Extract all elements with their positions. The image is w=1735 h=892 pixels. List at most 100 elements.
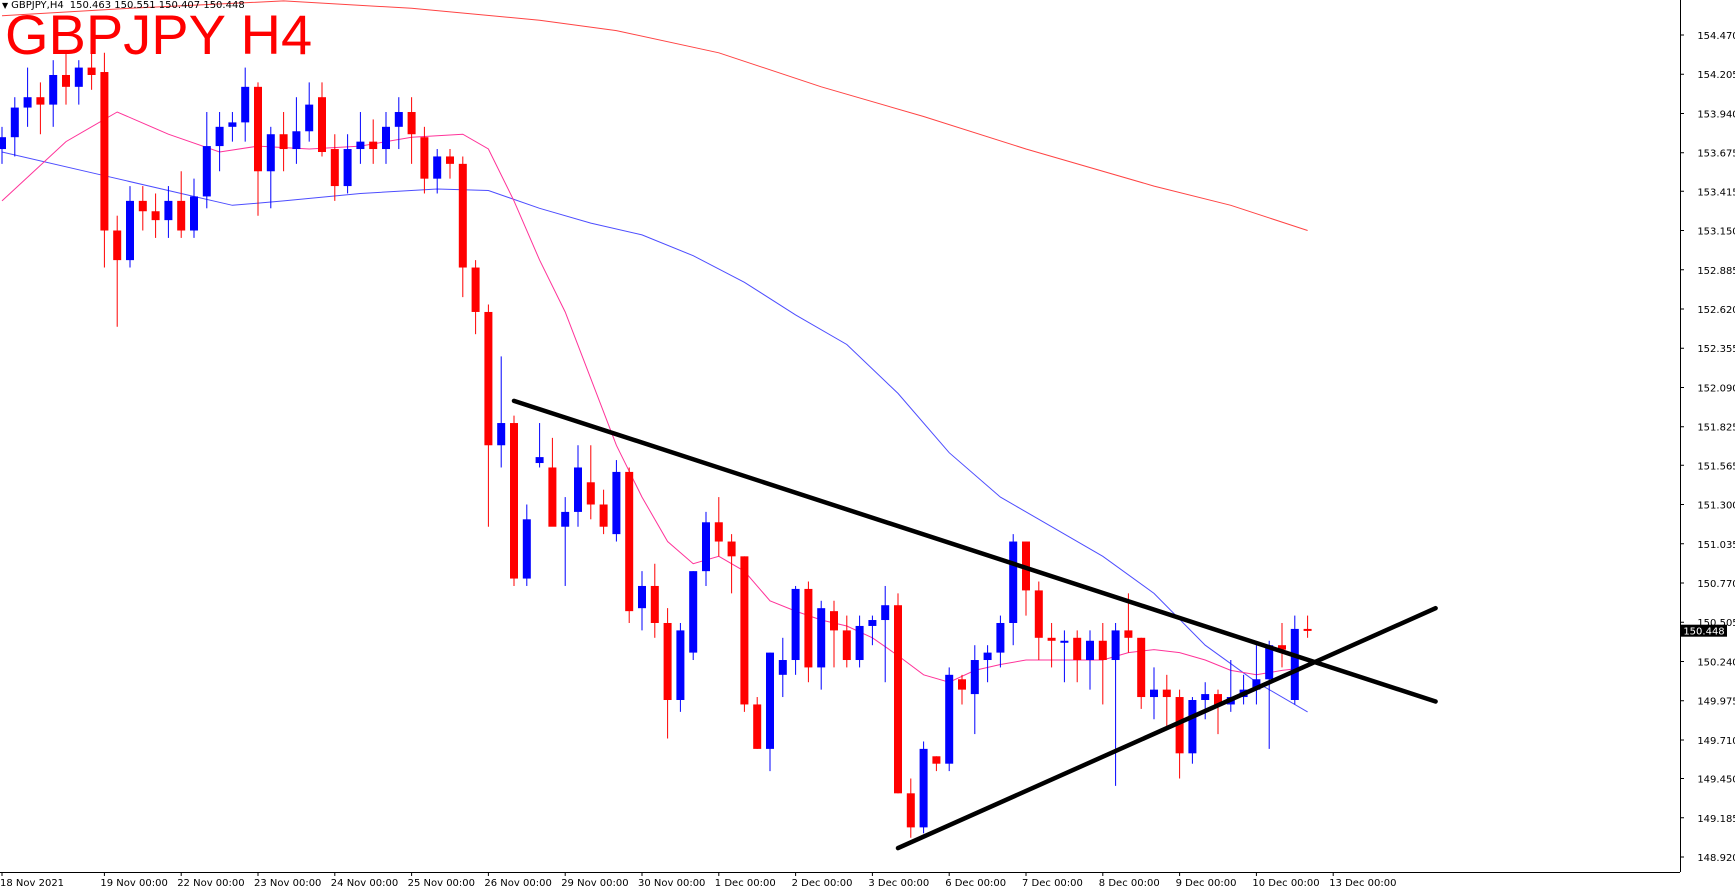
candle [446, 149, 454, 179]
candle [945, 667, 954, 772]
candle [638, 571, 646, 631]
candle-body [382, 126, 390, 150]
candle-body [522, 519, 531, 579]
x-tick-label: 22 Nov 00:00 [177, 878, 244, 889]
candle [369, 119, 378, 164]
candle [727, 534, 736, 594]
candle-body [1188, 700, 1197, 754]
candle [36, 82, 45, 135]
y-tick-label: 151.300 [1697, 501, 1735, 512]
y-tick-label: 154.470 [1697, 31, 1735, 42]
x-tick-label: 29 Nov 00:00 [561, 878, 628, 889]
candle-body [177, 200, 186, 231]
candle [215, 112, 224, 172]
candle [676, 622, 685, 712]
candle [164, 186, 173, 238]
candle [202, 112, 211, 209]
candle [958, 674, 966, 705]
ma-mid-line [1, 151, 1308, 713]
candle [279, 112, 288, 172]
candle-body [484, 311, 493, 446]
candle-body [49, 74, 58, 105]
candle [868, 615, 877, 646]
candle-body [958, 679, 966, 690]
candle-body [855, 625, 864, 661]
candle-body [1009, 541, 1018, 623]
candle-body [151, 211, 160, 221]
candle-body [74, 67, 83, 87]
candle-body [36, 97, 45, 105]
candle-body [766, 652, 774, 749]
candle-body [394, 112, 403, 127]
candle-body [945, 674, 954, 764]
candle-body [87, 67, 96, 75]
candle [842, 615, 851, 668]
candle-body [689, 571, 698, 653]
candle [1098, 622, 1107, 705]
candle [1175, 689, 1184, 779]
candle [1162, 674, 1171, 727]
candle [1022, 541, 1030, 616]
x-tick-label: 25 Nov 00:00 [408, 878, 475, 889]
candle [228, 112, 237, 142]
candle-body [868, 620, 877, 626]
y-tick-label: 153.940 [1697, 109, 1735, 120]
candle [663, 608, 672, 739]
candle [433, 149, 442, 194]
candle [804, 581, 813, 683]
candle [791, 585, 800, 675]
candle [740, 556, 749, 712]
candle-body [1175, 697, 1184, 754]
candle [1303, 615, 1312, 638]
candle-body [1034, 590, 1043, 638]
candle-body [983, 652, 992, 661]
x-tick-label: 7 Dec 00:00 [1022, 878, 1083, 889]
x-tick-label: 8 Dec 00:00 [1099, 878, 1160, 889]
candle-body [62, 74, 70, 87]
candle-body [241, 86, 250, 123]
candle-body [535, 457, 544, 464]
candle [318, 82, 326, 157]
x-tick-label: 1 Dec 00:00 [715, 878, 776, 889]
y-tick-label: 149.185 [1697, 814, 1735, 825]
y-tick-label: 152.355 [1697, 344, 1735, 355]
candle [561, 497, 570, 586]
candle-body [343, 149, 352, 187]
candle-body [894, 605, 902, 794]
ma-slow-line [1, 0, 1308, 231]
candle-body [1252, 679, 1261, 690]
candle [1009, 534, 1018, 646]
candle [305, 82, 314, 142]
candle [1073, 630, 1082, 683]
candle-body [471, 267, 480, 312]
candle-body [906, 793, 915, 828]
candle [458, 156, 467, 298]
candle-body [113, 230, 122, 261]
candle [894, 593, 902, 794]
candle [612, 460, 621, 542]
y-tick-label: 153.150 [1697, 227, 1735, 238]
y-tick-label: 154.205 [1697, 70, 1735, 81]
candle-body [1290, 628, 1299, 701]
candle [1111, 622, 1120, 786]
dropdown-triangle-icon[interactable]: ▼ [2, 1, 9, 10]
candle [548, 437, 557, 527]
candle [10, 97, 19, 157]
candle-body [356, 141, 365, 150]
x-tick-label: 18 Nov 2021 [0, 878, 64, 889]
candle-body [0, 137, 6, 150]
candle-body [318, 97, 326, 153]
candle [1239, 674, 1248, 705]
candle [420, 126, 429, 194]
candle [522, 504, 531, 586]
candle [266, 126, 275, 209]
candle [484, 304, 493, 527]
candle-body [407, 112, 416, 135]
candle [1047, 622, 1056, 668]
candle [919, 741, 928, 834]
candle [1226, 660, 1235, 712]
candle-body [254, 86, 262, 172]
candle-body [574, 467, 582, 512]
candle [586, 445, 595, 520]
